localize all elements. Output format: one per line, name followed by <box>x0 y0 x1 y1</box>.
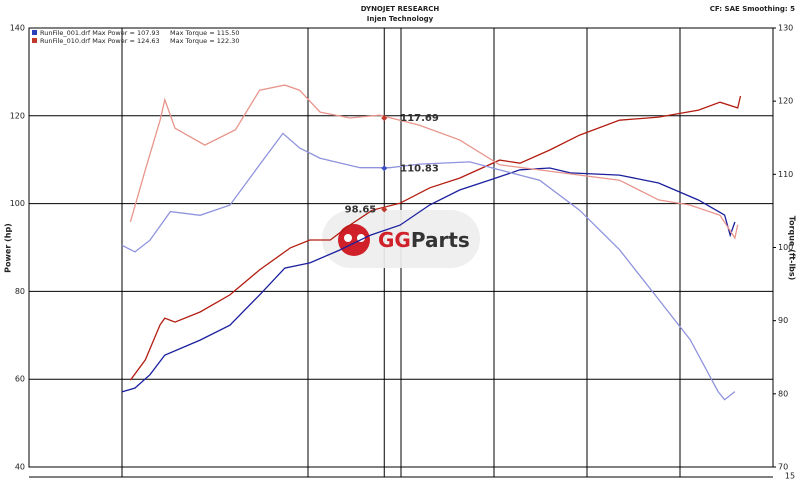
settings-text: CF: SAE Smoothing: 5 <box>710 5 795 13</box>
legend-entry: RunFile_010.drf Max Power = 124.63 Max T… <box>40 37 240 45</box>
watermark-brand-b: Parts <box>411 228 470 252</box>
y-tick-label: 140 <box>10 24 25 33</box>
data-line <box>121 167 736 393</box>
annotation-marker <box>381 206 388 213</box>
y2-tick-label: 120 <box>778 97 793 106</box>
annotation-marker <box>381 165 388 172</box>
corner-label: 15 <box>785 472 795 479</box>
data-line <box>121 132 736 401</box>
watermark: GGParts <box>322 210 480 268</box>
y-tick-label: 120 <box>10 111 25 120</box>
legend-swatch <box>32 30 37 35</box>
watermark-icon-eye <box>344 234 352 242</box>
watermark-icon <box>338 224 370 256</box>
y-axis-label: Power (hp) <box>4 223 13 273</box>
y2-tick-label: 110 <box>778 170 793 179</box>
y2-axis-label: Torque (ft-lbs) <box>788 216 797 281</box>
watermark-brand-a: GG <box>378 228 411 252</box>
watermark-text: GGParts <box>378 228 470 252</box>
y2-tick-label: 130 <box>778 24 793 33</box>
y2-tick-label: 90 <box>778 316 788 325</box>
annotation-label: 110.83 <box>400 163 439 174</box>
annotation-label: 117.69 <box>400 113 439 124</box>
chart-subtitle: Injen Technology <box>367 15 434 23</box>
y-tick-label: 80 <box>15 287 25 296</box>
legend-entry: RunFile_001.drf Max Power = 107.93 Max T… <box>40 29 240 37</box>
y-tick-label: 100 <box>10 199 25 208</box>
data-line <box>129 84 739 240</box>
y2-tick-label: 70 <box>778 463 788 472</box>
annotation-marker <box>381 115 388 122</box>
y-tick-label: 60 <box>15 375 25 384</box>
annotation-label: 98.65 <box>345 205 377 216</box>
y2-tick-label: 100 <box>778 243 793 252</box>
chart-title: DYNOJET RESEARCH <box>361 5 440 13</box>
y-tick-label: 40 <box>15 463 25 472</box>
data-line <box>129 95 742 381</box>
legend-swatch <box>32 38 37 43</box>
y2-tick-label: 80 <box>778 389 788 398</box>
